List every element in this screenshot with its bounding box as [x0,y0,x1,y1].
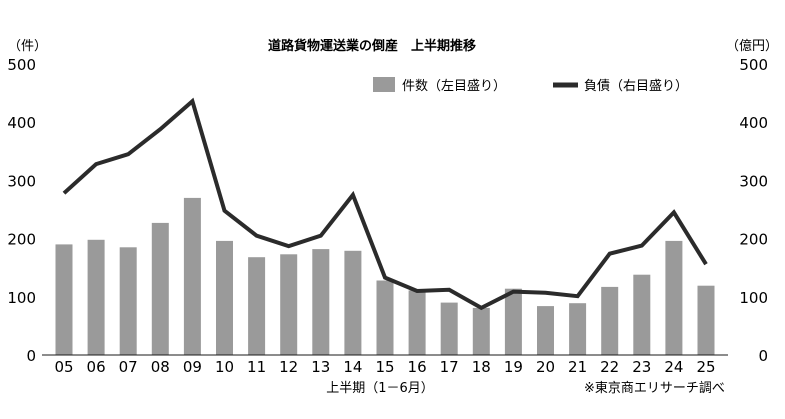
x-tick-18: 18 [472,358,491,376]
x-tick-25: 25 [696,358,715,376]
debt-line [62,97,708,311]
title-layer: 道路貨物運送業の倒産 上半期推移 （件） （億円） [8,38,778,54]
bar-21 [569,303,587,355]
x-tick-17: 17 [440,358,459,376]
chart-title: 道路貨物運送業の倒産 上半期推移 [268,38,476,54]
bar-25 [697,285,715,355]
x-tick-15: 15 [375,358,394,376]
x-tick-16: 16 [408,358,427,376]
x-tick-07: 07 [119,358,138,376]
x-tick-10: 10 [215,358,234,376]
x-tick-14: 14 [343,358,362,376]
left-tick-300: 300 [7,172,36,190]
bar-24 [665,240,683,355]
bar-16 [408,290,426,355]
x-tick-20: 20 [536,358,555,376]
bar-22 [601,286,619,355]
left-tick-400: 400 [7,114,36,132]
legend-bar-label: 件数（左目盛り） [402,79,506,94]
x-tick-13: 13 [311,358,330,376]
x-axis-label: 上半期（1－6月） [326,381,434,396]
right-tick-0: 0 [758,347,768,365]
bar-11 [248,257,266,355]
bar-09 [183,197,201,355]
x-tick-12: 12 [279,358,298,376]
bar-18 [472,307,490,355]
bar-07 [119,247,137,355]
right-tick-500: 500 [739,56,768,74]
x-tick-05: 05 [54,358,73,376]
x-tick-22: 22 [600,358,619,376]
bar-17 [440,302,458,355]
bar-06 [87,239,105,355]
x-tick-06: 06 [87,358,106,376]
x-tick-19: 19 [504,358,523,376]
left-axis-ticks: 0 100 200 300 400 500 [7,56,36,365]
left-tick-100: 100 [7,289,36,307]
bar-15 [376,280,394,355]
source-note: ※東京商エリサーチ調べ [584,380,725,396]
bar-20 [537,306,554,355]
right-axis-ticks: 0 100 200 300 400 500 [739,56,768,365]
bar-14 [344,250,362,355]
bars-group [55,197,715,355]
bar-05 [55,244,73,355]
right-axis-unit: （億円） [726,38,778,54]
legend-bar-swatch [373,77,395,92]
right-tick-300: 300 [739,172,768,190]
legend: 件数（左目盛り） 負債（右目盛り） [373,77,688,94]
bar-13 [312,249,330,355]
bar-23 [633,274,651,355]
x-tick-24: 24 [664,358,683,376]
x-tick-08: 08 [151,358,170,376]
left-tick-200: 200 [7,231,36,249]
right-tick-200: 200 [739,231,768,249]
left-tick-0: 0 [26,347,36,365]
x-tick-23: 23 [632,358,651,376]
x-axis-ticks: 05 06 07 08 09 10 11 12 13 14 15 16 17 18 19 20 21 22 23 24… [54,358,715,376]
left-axis-unit: （件） [8,39,47,54]
x-tick-09: 09 [183,358,202,376]
x-tick-11: 11 [247,358,266,376]
legend-line-label: 負債（右目盛り） [584,79,688,94]
line-group [62,97,708,311]
right-tick-100: 100 [739,289,768,307]
x-tick-21: 21 [568,358,587,376]
left-tick-500: 500 [7,56,36,74]
bar-10 [216,240,233,355]
bar-12 [280,254,298,355]
bar-19 [504,288,522,355]
right-tick-400: 400 [739,114,768,132]
bar-08 [151,222,169,355]
